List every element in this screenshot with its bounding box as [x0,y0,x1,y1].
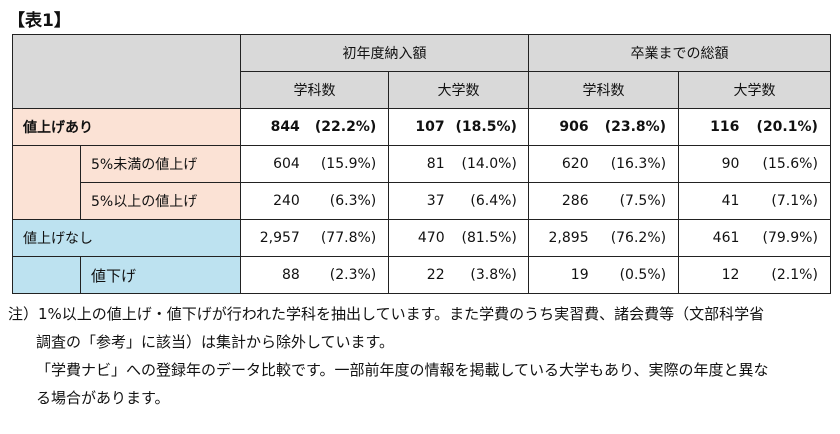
data-cell: 116 (20.1%) [678,108,831,146]
header-university-count: 大学数 [388,71,529,109]
header-university-count: 大学数 [678,71,831,109]
data-cell: 88 (2.3%) [240,256,389,294]
data-cell: 12 (2.1%) [678,256,831,294]
data-cell: 2,895 (76.2%) [528,219,679,257]
table-row: 値下げ 88 (2.3%) 22 (3.8%) 19 (0.5%) 12 (2.1%) [12,256,831,294]
data-cell: 844 (22.2%) [240,108,389,146]
header-first-year-fee: 初年度納入額 [240,34,529,72]
data-cell: 604 (15.9%) [240,145,389,183]
row-label: 値上げあり [12,108,241,146]
data-cell: 470 (81.5%) [388,219,529,257]
note-line: る場合があります。 [36,389,170,407]
data-cell: 19 (0.5%) [528,256,679,294]
data-cell: 107 (18.5%) [388,108,529,146]
header-corner [12,34,241,109]
table-row: 値上げなし 2,957 (77.8%) 470 (81.5%) 2,895 (76.2… [12,219,831,257]
header-total-until-graduation: 卒業までの総額 [528,34,831,72]
data-cell: 81 (14.0%) [388,145,529,183]
data-cell: 37 (6.4%) [388,182,529,220]
data-cell: 22 (3.8%) [388,256,529,294]
data-cell: 620 (16.3%) [528,145,679,183]
data-cell: 240 (6.3%) [240,182,389,220]
note-line: 調査の「参考」に該当）は集計から除外しています。 [36,333,395,351]
fee-increase-table: 初年度納入額 卒業までの総額 学科数 大学数 学科数 大学数 値上げあり 844… [12,34,831,294]
row-indent [12,256,81,294]
data-cell: 41 (7.1%) [678,182,831,220]
data-cell: 90 (15.6%) [678,145,831,183]
row-label: 値下げ [80,256,241,294]
data-cell: 2,957 (77.8%) [240,219,389,257]
table-row: 5%以上の値上げ 240 (6.3%) 37 (6.4%) 286 (7.5%) 41… [13,182,831,220]
table-notes: 注）1%以上の値上げ・値下げが行われた学科を抽出しています。また学費のうち実習費… [8,300,768,412]
row-indent [12,145,81,220]
table-row: 値上げあり 844 (22.2%) 107 (18.5%) 906 (23.8%) 1… [12,108,831,146]
table-row: 5%未満の値上げ 604 (15.9%) 81 (14.0%) 620 (16.3%)… [12,145,831,220]
row-label: 値上げなし [12,219,241,257]
data-cell: 906 (23.8%) [528,108,679,146]
data-cell: 286 (7.5%) [528,182,679,220]
row-label: 5%以上の値上げ [80,182,241,220]
note-line: 「学費ナビ」への登録年のデータ比較です。一部前年度の情報を掲載している大学もあり… [36,361,769,379]
header-department-count: 学科数 [528,71,679,109]
row-label: 5%未満の値上げ [80,145,241,183]
table-caption: 【表1】 [8,11,71,31]
data-cell: 461 (79.9%) [678,219,831,257]
header-department-count: 学科数 [240,71,389,109]
note-line: 注）1%以上の値上げ・値下げが行われた学科を抽出しています。また学費のうち実習費… [8,305,765,323]
